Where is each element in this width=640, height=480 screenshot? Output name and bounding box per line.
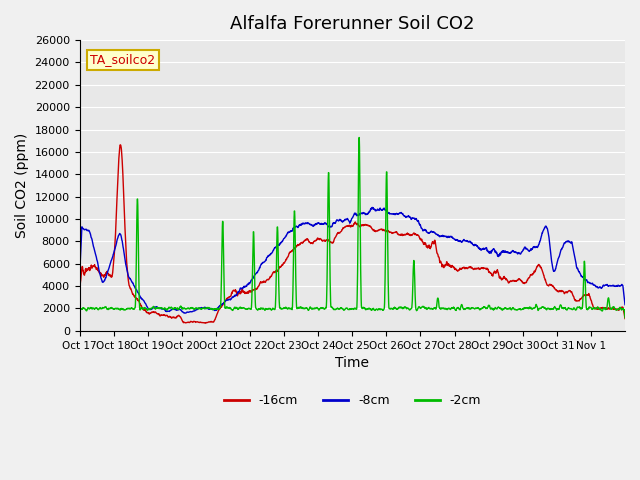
-2cm bbox=[76, 317, 83, 323]
-2cm bbox=[621, 315, 629, 321]
Line: -16cm: -16cm bbox=[79, 145, 625, 323]
-8cm bbox=[385, 210, 393, 216]
-2cm bbox=[516, 307, 524, 312]
X-axis label: Time: Time bbox=[335, 356, 369, 370]
-16cm bbox=[76, 289, 83, 295]
-8cm bbox=[369, 204, 376, 210]
Legend: -16cm, -8cm, -2cm: -16cm, -8cm, -2cm bbox=[218, 389, 486, 412]
-8cm bbox=[130, 283, 138, 288]
-2cm bbox=[248, 299, 255, 305]
-16cm bbox=[200, 320, 208, 326]
-16cm bbox=[621, 316, 629, 322]
-8cm bbox=[621, 302, 629, 308]
-2cm bbox=[614, 307, 621, 312]
-16cm bbox=[131, 294, 138, 300]
-16cm bbox=[385, 229, 393, 235]
-8cm bbox=[548, 258, 556, 264]
-8cm bbox=[517, 251, 525, 257]
-8cm bbox=[614, 283, 621, 288]
-8cm bbox=[248, 276, 256, 282]
-16cm bbox=[614, 307, 621, 312]
-8cm bbox=[181, 310, 189, 316]
-2cm bbox=[355, 135, 363, 141]
Text: TA_soilco2: TA_soilco2 bbox=[90, 53, 156, 66]
-2cm bbox=[130, 306, 138, 312]
-16cm bbox=[548, 282, 556, 288]
-16cm bbox=[517, 277, 525, 283]
-16cm bbox=[248, 288, 256, 293]
-2cm bbox=[385, 306, 393, 312]
Line: -2cm: -2cm bbox=[79, 138, 625, 320]
Title: Alfalfa Forerunner Soil CO2: Alfalfa Forerunner Soil CO2 bbox=[230, 15, 474, 33]
-2cm bbox=[547, 306, 555, 312]
-8cm bbox=[76, 275, 83, 281]
Y-axis label: Soil CO2 (ppm): Soil CO2 (ppm) bbox=[15, 133, 29, 238]
-16cm bbox=[116, 142, 124, 148]
Line: -8cm: -8cm bbox=[79, 207, 625, 313]
